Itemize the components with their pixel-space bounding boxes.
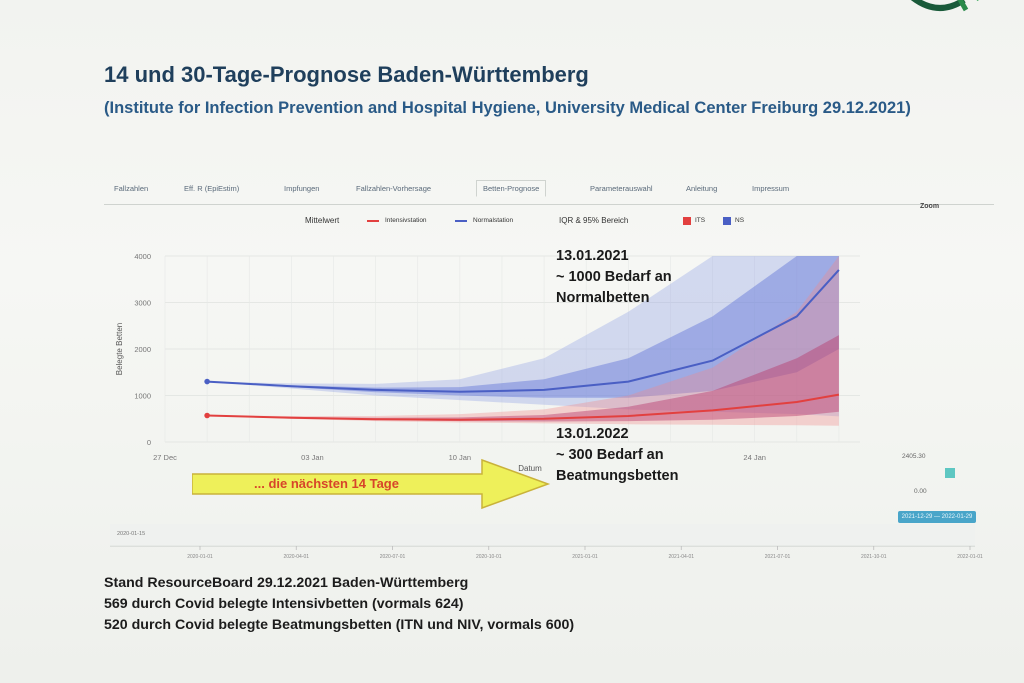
tab-fallzahlen-vorhersage[interactable]: Fallzahlen-Vorhersage (356, 184, 432, 193)
arrow-shape (191, 458, 551, 510)
annotation-vent-type: Beatmungsbetten (556, 468, 679, 484)
range-top-value: 2405.30 (902, 453, 926, 460)
summary-line-1: Stand ResourceBoard 29.12.2021 Baden-Wür… (104, 575, 469, 591)
y-tick-label: 2000 (134, 345, 151, 354)
navigator-tick-label: 2020-10-01 (476, 554, 502, 560)
range-bottom-value: 0.00 (914, 488, 927, 495)
range-handle[interactable] (945, 468, 955, 478)
summary-line-2: 569 durch Covid belegte Intensivbetten (… (104, 596, 464, 612)
legend-its-label: ITS (695, 217, 706, 224)
logo-graphic (911, 0, 979, 12)
legend-range-label: IQR & 95% Bereich (559, 216, 629, 225)
navigator-start-label: 2020-01-15 (117, 531, 146, 537)
annotation-ventilation-beds: 13.01.2022 ~ 300 Bedarf an Beatmungsbett… (556, 424, 678, 487)
tab-eff-r[interactable]: Eff. R (EpiEstim) (184, 184, 240, 193)
legend-icu-line[interactable] (367, 216, 379, 225)
navigator-tick-label: 2020-07-01 (380, 554, 406, 560)
start-point-normalstation (204, 378, 210, 385)
y-tick-label: 3000 (134, 299, 151, 308)
annotation-vent-demand: ~ 300 Bedarf an (556, 447, 664, 463)
resourceboard-summary: Stand ResourceBoard 29.12.2021 Baden-Wür… (104, 573, 574, 636)
date-range-button[interactable]: 2021-12-29 — 2022-01-29 (898, 511, 976, 523)
tab-bar: Fallzahlen Eff. R (EpiEstim) Impfungen F… (104, 178, 994, 205)
page-title: 14 und 30-Tage-Prognose Baden-Württember… (104, 62, 589, 87)
annotation-normal-type: Normalbetten (556, 290, 650, 306)
y-tick-label: 1000 (134, 392, 151, 401)
arrow-label: ... die nächsten 14 Tage (254, 476, 399, 491)
band-iqr-normalstation (207, 256, 839, 398)
x-tick-label: 03 Jan (301, 453, 324, 462)
band-iqr-intensivstation (207, 335, 839, 422)
annotation-normal-demand: ~ 1000 Bedarf an (556, 269, 672, 285)
x-tick-label: 10 Jan (449, 453, 472, 462)
line-normalstation (207, 269, 840, 393)
line-intensivstation (207, 393, 840, 421)
tab-impfungen[interactable]: Impfungen (284, 184, 320, 193)
x-tick-label: 24 Jan (743, 453, 766, 462)
tab-betten-prognose[interactable]: Betten-Prognose (476, 180, 547, 197)
navigator-tick-label: 2021-01-01 (572, 554, 598, 560)
legend-normal-label: Normalstation (473, 217, 514, 224)
page-subtitle: (Institute for Infection Prevention and … (104, 99, 911, 117)
navigator-tick-label: 2020-04-01 (283, 554, 309, 560)
y-tick-label: 0 (147, 438, 151, 447)
navigator-tick-label: 2020-01-01 (187, 554, 213, 560)
legend-normal-line[interactable] (455, 216, 467, 225)
legend-ns-swatch[interactable] (723, 216, 731, 225)
tab-fallzahlen[interactable]: Fallzahlen (114, 184, 149, 193)
x-tick-label: 27 Dec (153, 453, 177, 462)
navigator-tick-label: 2021-07-01 (765, 554, 791, 560)
navigator-tick-label: 2021-10-01 (861, 554, 887, 560)
start-point-intensivstation (204, 412, 210, 419)
annotation-normal-date: 13.01.2021 (556, 248, 629, 264)
navigator-tick-label: 2021-04-01 (668, 554, 694, 560)
legend-its-swatch[interactable] (683, 216, 691, 225)
band-95-normalstation (207, 256, 839, 417)
next-14-days-arrow: ... die nächsten 14 Tage (191, 458, 552, 510)
tab-impressum[interactable]: Impressum (752, 184, 790, 193)
legend-mean-label: Mittelwert (305, 216, 340, 225)
tab-parameterauswahl[interactable]: Parameterauswahl (590, 184, 653, 193)
band-95-intensivstation (207, 256, 839, 426)
annotation-vent-date: 13.01.2022 (556, 426, 629, 442)
x-axis-label: Datum (518, 464, 542, 473)
navigator-area (110, 524, 975, 546)
tab-anleitung[interactable]: Anleitung (686, 184, 718, 193)
zoom-label[interactable]: Zoom (920, 203, 940, 210)
annotation-normal-beds: 13.01.2021 ~ 1000 Bedarf an Normalbetten (556, 246, 672, 309)
legend-icu-label: Intensivstation (385, 217, 427, 224)
y-axis-label: Belegte Betten (115, 323, 124, 375)
navigator-tick-label: 2022-01-01 (957, 554, 983, 560)
legend-ns-label: NS (735, 217, 745, 224)
summary-line-3: 520 durch Covid belegte Beatmungsbetten … (104, 617, 575, 633)
y-tick-label: 4000 (134, 252, 151, 261)
